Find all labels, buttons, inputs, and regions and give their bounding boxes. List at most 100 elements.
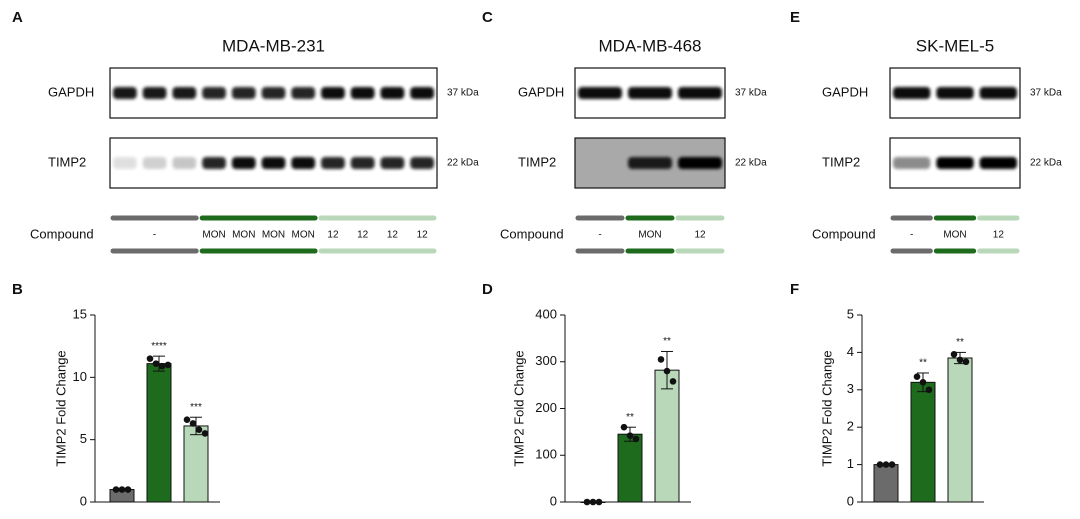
data-point — [956, 356, 964, 364]
data-point — [620, 423, 628, 431]
y-tick-label: 1 — [847, 456, 854, 471]
size-label: 37 kDa — [1030, 88, 1062, 99]
bar — [873, 464, 899, 503]
lane-label: 12 — [327, 230, 339, 241]
protein-label: TIMP2 — [822, 154, 860, 169]
significance: ** — [663, 336, 671, 347]
band — [231, 87, 256, 99]
size-label: 22 kDa — [1030, 158, 1062, 169]
size-label: 37 kDa — [735, 88, 767, 99]
y-tick-label: 2 — [847, 419, 854, 434]
data-point — [189, 420, 197, 427]
panel-letter: F — [790, 281, 799, 298]
band — [113, 157, 137, 169]
band — [231, 157, 256, 169]
y-tick-label: 5 — [80, 431, 87, 446]
y-tick-label: 300 — [535, 353, 557, 368]
data-point — [201, 430, 209, 437]
band — [628, 87, 672, 99]
panel-letter: E — [790, 9, 800, 26]
band — [678, 157, 722, 169]
compound-label: Compound — [812, 226, 876, 241]
lane-label: MON — [638, 230, 661, 241]
significance: ** — [919, 358, 927, 369]
band — [936, 157, 974, 169]
y-tick-label: 10 — [73, 369, 87, 384]
band — [202, 87, 226, 99]
band — [979, 87, 1017, 99]
data-point — [888, 461, 896, 468]
lane-label: 12 — [357, 230, 369, 241]
y-tick-label: 100 — [535, 447, 557, 462]
size-label: 37 kDa — [447, 88, 479, 99]
y-tick-label: 0 — [80, 493, 87, 508]
band — [261, 157, 286, 169]
size-label: 22 kDa — [735, 158, 767, 169]
data-point — [146, 355, 154, 362]
data-point — [589, 498, 597, 506]
protein-label: GAPDH — [822, 84, 868, 99]
lane-label: MON — [262, 230, 285, 241]
band — [893, 87, 931, 99]
lane-label: MON — [943, 230, 966, 241]
lane-label: MON — [292, 230, 315, 241]
data-point — [950, 350, 958, 358]
bar — [146, 363, 172, 503]
bar — [910, 381, 936, 503]
band — [202, 157, 226, 169]
bar — [947, 357, 973, 503]
y-tick-label: 0 — [550, 493, 557, 508]
compound-label: Compound — [500, 226, 564, 241]
band — [350, 157, 375, 169]
data-point — [919, 379, 927, 386]
bar — [183, 425, 209, 503]
panel-letter: C — [482, 9, 493, 26]
protein-label: GAPDH — [518, 84, 564, 99]
lane-label: 12 — [993, 230, 1005, 241]
lane-label: 12 — [417, 230, 429, 241]
lane-label: 12 — [694, 230, 706, 241]
significance: *** — [190, 402, 202, 413]
panel-letter: A — [12, 9, 23, 26]
data-point — [112, 486, 120, 493]
size-label: 22 kDa — [447, 158, 479, 169]
band — [936, 87, 974, 99]
protein-label: TIMP2 — [48, 154, 86, 169]
band — [172, 157, 197, 169]
y-axis-label: TIMP2 Fold Change — [511, 350, 526, 466]
blot-title: MDA-MB-468 — [599, 36, 702, 55]
band — [628, 157, 672, 169]
band — [380, 157, 405, 169]
y-tick-label: 400 — [535, 306, 557, 321]
significance: **** — [151, 341, 167, 352]
band — [113, 87, 137, 99]
bar — [654, 369, 680, 503]
data-point — [595, 498, 603, 506]
significance: ** — [626, 412, 634, 423]
band — [410, 87, 434, 99]
data-point — [195, 426, 203, 433]
band — [578, 87, 622, 99]
data-point — [657, 356, 665, 363]
data-point — [962, 358, 970, 366]
band — [678, 87, 722, 99]
y-tick-label: 15 — [73, 306, 87, 321]
lane-label: - — [910, 230, 913, 241]
bar — [617, 433, 643, 503]
significance: ** — [956, 337, 964, 348]
protein-label: GAPDH — [48, 84, 94, 99]
band — [380, 87, 405, 99]
data-point — [183, 416, 191, 424]
protein-label: TIMP2 — [518, 154, 556, 169]
panel-letter: B — [12, 281, 23, 298]
band — [350, 87, 375, 99]
lane-label: MON — [232, 230, 255, 241]
data-point — [632, 435, 640, 443]
data-point — [925, 386, 933, 394]
band — [410, 157, 434, 169]
band — [142, 87, 167, 99]
data-point — [626, 432, 634, 439]
band — [291, 157, 316, 169]
blot-title: MDA-MB-231 — [222, 36, 325, 55]
